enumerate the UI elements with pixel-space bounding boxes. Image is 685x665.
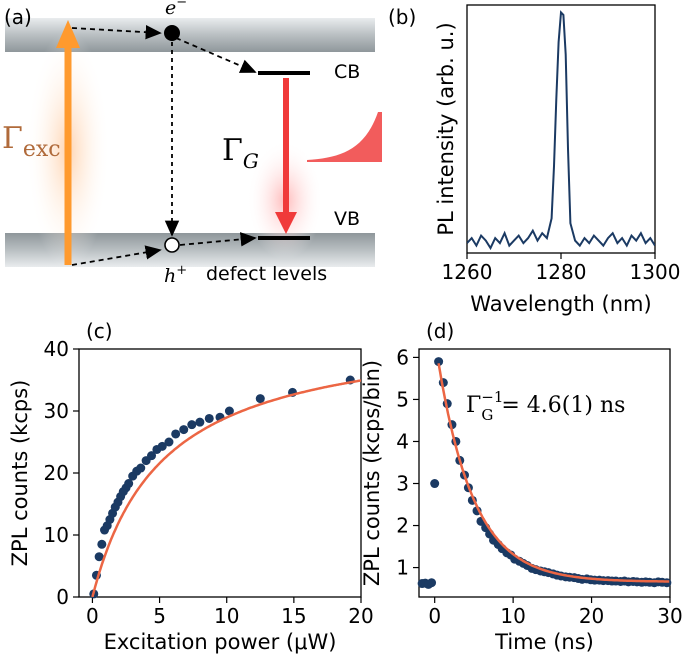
emission-arrowhead — [275, 212, 297, 234]
data-point — [255, 394, 265, 404]
emission-spectrum-shape — [307, 112, 382, 162]
plot-frame — [78, 348, 362, 598]
y-tick-label: 4 — [396, 429, 409, 453]
y-tick-label: 3 — [396, 472, 409, 496]
data-point — [204, 413, 214, 423]
data-point — [171, 429, 181, 439]
y-tick-label: 10 — [44, 523, 69, 547]
data-point — [179, 425, 189, 435]
y-tick-label: 1 — [396, 556, 409, 580]
gamma-g-label: ΓG — [222, 133, 259, 173]
y-tick-label: 20 — [44, 461, 69, 485]
panel-d-label: (d) — [426, 319, 454, 343]
x-tick-label: 5 — [153, 604, 166, 628]
data-point — [224, 406, 234, 416]
data-point — [124, 479, 134, 489]
y-axis-label: ZPL counts (kcps) — [8, 380, 32, 567]
panel-c: (c) 0 5 10 15 20 0 10 20 30 40 Excitation power (μ… — [8, 319, 374, 654]
carrier-path-down — [71, 245, 162, 266]
electron-dot — [164, 25, 180, 41]
excitation-arrowhead — [56, 20, 80, 48]
plot-frame — [466, 4, 656, 254]
y-tick-label: 2 — [396, 514, 409, 538]
x-axis-label: Time (ns) — [494, 630, 594, 654]
data-point — [187, 420, 197, 430]
cb-label: CB — [334, 61, 360, 83]
chart-d: 0 10 20 30 1 2 3 4 5 6 Time (ns) ZPL counts (kcps/b… — [360, 345, 683, 654]
data-point — [430, 479, 440, 489]
x-tick-label: 10 — [500, 604, 525, 628]
y-tick-label: 40 — [44, 337, 69, 361]
x-axis-label: Wavelength (nm) — [470, 292, 651, 316]
carrier-path-up — [71, 24, 162, 40]
x-tick-label: 10 — [214, 604, 239, 628]
x-tick-label: 20 — [579, 604, 604, 628]
x-tick-label: 1260 — [442, 260, 493, 284]
data-point — [164, 437, 174, 447]
gamma-exc-label: Γexc — [2, 121, 61, 162]
data-point — [147, 451, 157, 461]
x-tick-label: 1300 — [630, 260, 681, 284]
x-tick-label: 30 — [657, 604, 682, 628]
y-tick-label: 6 — [396, 345, 409, 369]
hole-dot — [164, 237, 180, 253]
data-point — [195, 417, 205, 427]
y-tick-label: 30 — [44, 399, 69, 423]
hole-label: h+ — [164, 263, 187, 287]
chart-b: 1260 1280 1300 Wavelength (nm) PL intensity … — [434, 4, 681, 316]
data-point — [136, 463, 146, 473]
plot-frame — [418, 348, 671, 598]
panel-a: (a) e− h+ CB VB Γexc ΓG defect levels — [2, 0, 382, 287]
pl-spectrum-line — [467, 10, 655, 251]
defect-levels-label: defect levels — [206, 263, 327, 285]
x-tick-label: 1280 — [536, 260, 587, 284]
lifetime-annotation: Γ−1 G = 4.6(1) ns — [466, 388, 625, 424]
data-point — [434, 357, 444, 367]
electron-label: e− — [165, 0, 187, 19]
panel-a-label: (a) — [4, 5, 32, 29]
panel-c-label: (c) — [86, 319, 113, 343]
y-axis-label: PL intensity (arb. u.) — [434, 22, 458, 235]
vb-label: VB — [334, 208, 360, 230]
panel-b-label: (b) — [388, 5, 416, 29]
data-point — [427, 578, 437, 588]
decay-fit-line — [437, 363, 670, 583]
x-axis-label: Excitation power (μW) — [104, 630, 337, 654]
x-tick-label: 15 — [281, 604, 306, 628]
chart-c: 0 5 10 15 20 0 10 20 30 40 Excitation power (μW) ZP… — [8, 337, 374, 654]
y-tick-label: 5 — [396, 387, 409, 411]
hole-capture-path — [179, 232, 257, 247]
x-tick-label: 0 — [86, 604, 99, 628]
saturation-fit-line — [91, 379, 361, 597]
y-tick-label: 0 — [56, 585, 69, 609]
x-tick-label: 0 — [428, 604, 441, 628]
data-point — [157, 441, 167, 451]
y-axis-label: ZPL counts (kcps/bin) — [360, 360, 384, 586]
data-point — [97, 539, 107, 549]
x-tick-label: 20 — [348, 604, 373, 628]
panel-d: (d) 0 10 20 30 1 2 3 4 5 6 Time (ns) ZPL counts (kc… — [360, 319, 683, 654]
panel-b: (b) 1260 1280 1300 Wavelength (nm) PL intens… — [388, 4, 681, 316]
data-point — [94, 552, 104, 562]
